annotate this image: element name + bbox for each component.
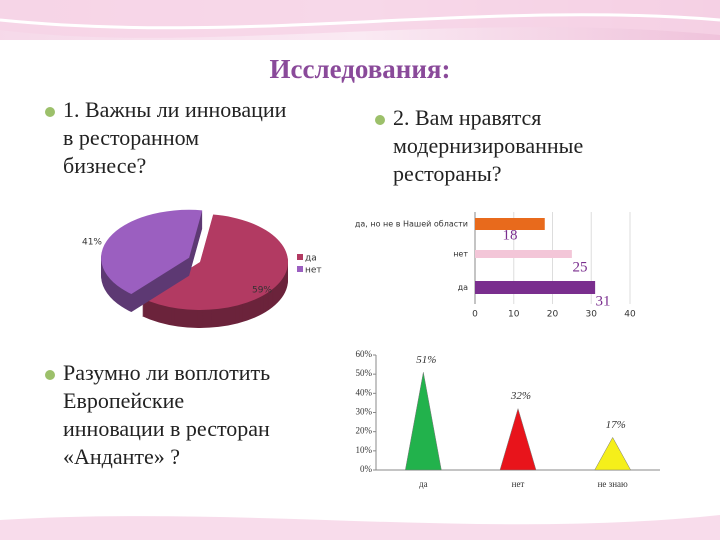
charts: 59% 41% да нет 0 10 20 30 40 да, но не в Нашей об… (82, 209, 660, 489)
question-line: «Анданте» ? (63, 444, 180, 469)
data-label: 25 (573, 259, 588, 275)
x-tick-label: 40 (624, 310, 636, 320)
legend-label: да (305, 254, 317, 264)
bar (475, 218, 545, 230)
x-tick-label: не знаю (598, 479, 628, 489)
bar (475, 250, 572, 258)
y-tick-label: 60% (356, 349, 373, 359)
data-label: 41% (82, 238, 102, 248)
bullet (45, 107, 55, 117)
legend-swatch (297, 266, 303, 272)
y-tick-label: да, но не в Нашей области (355, 220, 468, 229)
bar (475, 281, 596, 294)
x-tick-label: 10 (508, 310, 520, 320)
triangle-bar (499, 407, 537, 471)
pie-slice (142, 214, 289, 310)
slide-title: Исследования: (269, 54, 450, 84)
question-line: инновации в ресторан (63, 416, 270, 441)
x-tick-label: 20 (547, 310, 559, 320)
pie-slice (101, 209, 203, 295)
x-tick-label: нет (512, 479, 525, 489)
data-label: 32% (510, 390, 531, 402)
question-line: в ресторанном (63, 125, 199, 150)
bullet (375, 115, 385, 125)
bullet (45, 370, 55, 380)
data-label: 17% (606, 419, 626, 431)
x-tick-label: 0 (472, 310, 478, 320)
data-label: 51% (416, 354, 436, 366)
data-label: 31 (596, 293, 611, 309)
data-label: 59% (252, 286, 272, 296)
y-tick-label: 30% (356, 407, 373, 417)
y-tick-label: нет (453, 250, 468, 259)
question-line: модернизированные (393, 133, 583, 158)
x-tick-label: да (419, 479, 428, 489)
question-line: Разумно ли воплотить (63, 360, 270, 385)
y-tick-label: 50% (356, 368, 373, 378)
x-tick-label: 30 (586, 310, 598, 320)
question-line: рестораны? (393, 161, 502, 186)
y-tick-label: 20% (356, 426, 373, 436)
legend-label: нет (305, 266, 322, 276)
data-label: 18 (503, 227, 518, 243)
legend-swatch (297, 254, 303, 260)
question-line: бизнесе? (63, 153, 146, 178)
y-tick-label: да (458, 283, 469, 292)
y-tick-label: 0% (360, 464, 373, 474)
y-tick-label: 40% (356, 387, 373, 397)
questions: 1. Важны ли инновации в ресторанном бизнес… (45, 97, 583, 469)
question-line: 1. Важны ли инновации (63, 97, 287, 122)
triangle-bar (594, 436, 632, 471)
triangle-bar (405, 372, 442, 471)
question-line: Европейские (63, 388, 184, 413)
y-tick-label: 10% (356, 445, 373, 455)
question-line: 2. Вам нравятся (393, 105, 541, 130)
